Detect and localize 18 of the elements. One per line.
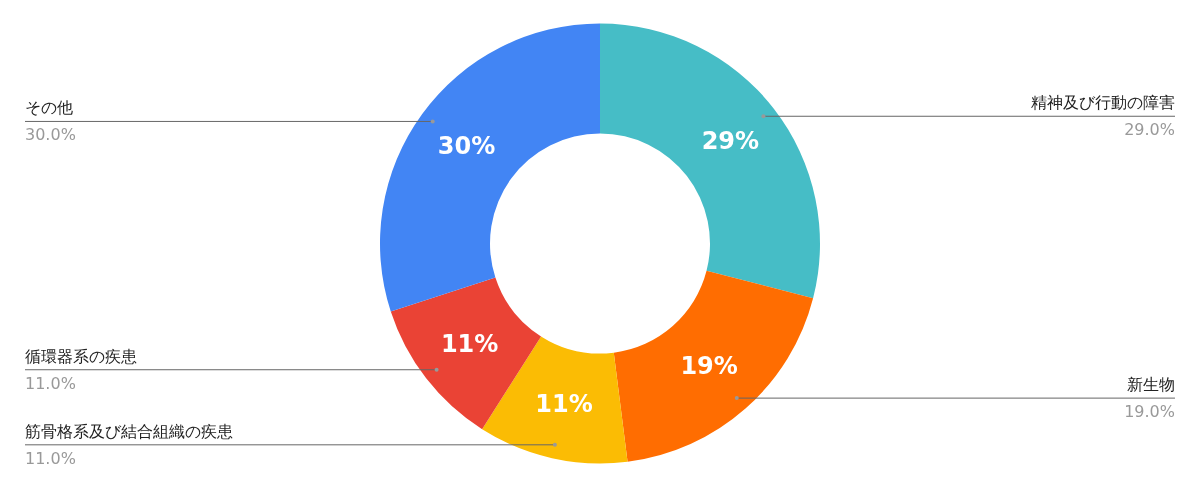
slice-label: その他: [25, 98, 73, 118]
donut-slice: [380, 23, 600, 312]
data-label: 11%: [535, 389, 593, 418]
slice-label: 精神及び行動の障害: [1031, 93, 1175, 113]
donut-slice: [613, 270, 814, 462]
text: 19.0%: [1124, 402, 1175, 422]
slice-label: 循環器系の疾患: [25, 346, 137, 366]
data-label: 19%: [680, 352, 738, 381]
data-label: 11%: [440, 329, 499, 358]
data-label: 29%: [701, 127, 760, 156]
text: 30.0%: [25, 125, 76, 145]
slice-label: 新生物: [1127, 375, 1175, 395]
donut-slice: [600, 23, 820, 299]
text: 11.0%: [25, 373, 76, 393]
data-label: 30%: [437, 131, 496, 160]
slice-label: 筋骨格系及び結合組織の疾患: [25, 421, 233, 441]
text: 11.0%: [25, 448, 76, 468]
text: 29.0%: [1124, 120, 1175, 140]
